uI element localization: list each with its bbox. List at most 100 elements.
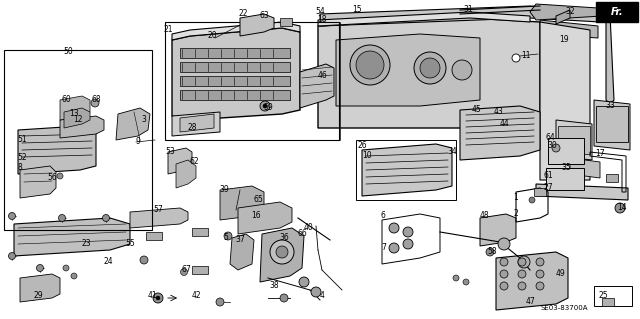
Text: 1: 1 <box>514 194 518 203</box>
Text: 3: 3 <box>141 115 147 124</box>
Circle shape <box>536 258 544 266</box>
Polygon shape <box>530 4 602 20</box>
Circle shape <box>414 52 446 84</box>
Polygon shape <box>260 228 304 282</box>
Circle shape <box>452 60 472 80</box>
Circle shape <box>102 214 109 221</box>
Text: 31: 31 <box>463 5 473 14</box>
Text: 52: 52 <box>17 153 27 162</box>
Circle shape <box>389 223 399 233</box>
Text: 14: 14 <box>617 204 627 212</box>
Circle shape <box>216 298 224 306</box>
Circle shape <box>498 238 510 250</box>
Polygon shape <box>230 234 254 270</box>
Polygon shape <box>14 218 130 256</box>
Text: 19: 19 <box>559 35 569 44</box>
Bar <box>548 138 584 164</box>
Polygon shape <box>336 34 480 106</box>
Circle shape <box>536 282 544 290</box>
Text: 35: 35 <box>561 164 571 173</box>
Text: 54: 54 <box>315 8 325 17</box>
Bar <box>165 22 339 140</box>
Circle shape <box>263 104 267 108</box>
Text: 10: 10 <box>362 151 372 160</box>
Polygon shape <box>534 188 546 196</box>
Circle shape <box>8 253 15 259</box>
Text: 33: 33 <box>605 101 615 110</box>
Text: 41: 41 <box>147 292 157 300</box>
Text: 5: 5 <box>223 234 228 242</box>
Polygon shape <box>318 18 540 128</box>
Bar <box>558 126 590 154</box>
Text: 60: 60 <box>61 95 71 105</box>
Text: 24: 24 <box>103 257 113 266</box>
Text: 45: 45 <box>471 106 481 115</box>
Circle shape <box>453 275 459 281</box>
Text: 68: 68 <box>91 95 101 105</box>
Text: 51: 51 <box>17 136 27 145</box>
Text: 28: 28 <box>188 123 196 132</box>
Text: 44: 44 <box>499 120 509 129</box>
Bar <box>594 286 632 306</box>
Text: 34: 34 <box>447 147 457 157</box>
Circle shape <box>356 51 384 79</box>
Circle shape <box>463 279 469 285</box>
Text: 6: 6 <box>381 211 385 220</box>
Text: 56: 56 <box>47 174 57 182</box>
Polygon shape <box>18 126 96 174</box>
Circle shape <box>486 248 494 256</box>
Polygon shape <box>180 114 214 132</box>
Polygon shape <box>280 18 292 26</box>
Bar <box>546 168 584 190</box>
Circle shape <box>180 269 188 276</box>
Text: 11: 11 <box>521 51 531 61</box>
Circle shape <box>71 273 77 279</box>
Text: 39: 39 <box>219 186 229 195</box>
Circle shape <box>270 240 294 264</box>
Circle shape <box>518 256 530 268</box>
Circle shape <box>57 173 63 179</box>
Polygon shape <box>570 10 614 104</box>
Polygon shape <box>172 112 220 136</box>
Polygon shape <box>192 228 208 236</box>
Circle shape <box>512 54 520 62</box>
Circle shape <box>500 282 508 290</box>
Circle shape <box>153 293 163 303</box>
Text: 18: 18 <box>317 16 327 25</box>
Polygon shape <box>20 274 60 302</box>
Polygon shape <box>60 116 104 138</box>
Text: 46: 46 <box>317 71 327 80</box>
Bar <box>180 62 290 72</box>
Text: 23: 23 <box>81 240 91 249</box>
Text: 58: 58 <box>487 248 497 256</box>
Polygon shape <box>540 22 590 180</box>
Polygon shape <box>220 186 264 220</box>
Circle shape <box>91 99 99 107</box>
Text: 62: 62 <box>189 158 199 167</box>
Polygon shape <box>130 208 188 228</box>
Text: 13: 13 <box>69 109 79 118</box>
Text: 21: 21 <box>163 26 173 34</box>
Text: 47: 47 <box>525 298 535 307</box>
Text: 27: 27 <box>543 183 553 192</box>
Text: 50: 50 <box>63 48 73 56</box>
Text: 55: 55 <box>125 240 135 249</box>
Polygon shape <box>606 174 618 182</box>
Text: 36: 36 <box>279 234 289 242</box>
Text: 38: 38 <box>269 281 279 291</box>
Bar <box>180 90 290 100</box>
Circle shape <box>260 101 270 111</box>
Polygon shape <box>556 10 570 24</box>
Polygon shape <box>172 22 300 40</box>
Circle shape <box>276 246 288 258</box>
Text: 26: 26 <box>357 142 367 151</box>
Text: 9: 9 <box>136 137 140 146</box>
Text: 66: 66 <box>297 229 307 239</box>
Text: 8: 8 <box>18 164 22 173</box>
Polygon shape <box>176 160 196 188</box>
Text: 15: 15 <box>352 5 362 14</box>
Text: 67: 67 <box>181 265 191 275</box>
Text: 37: 37 <box>235 235 245 244</box>
Circle shape <box>403 239 413 249</box>
Circle shape <box>224 232 232 240</box>
